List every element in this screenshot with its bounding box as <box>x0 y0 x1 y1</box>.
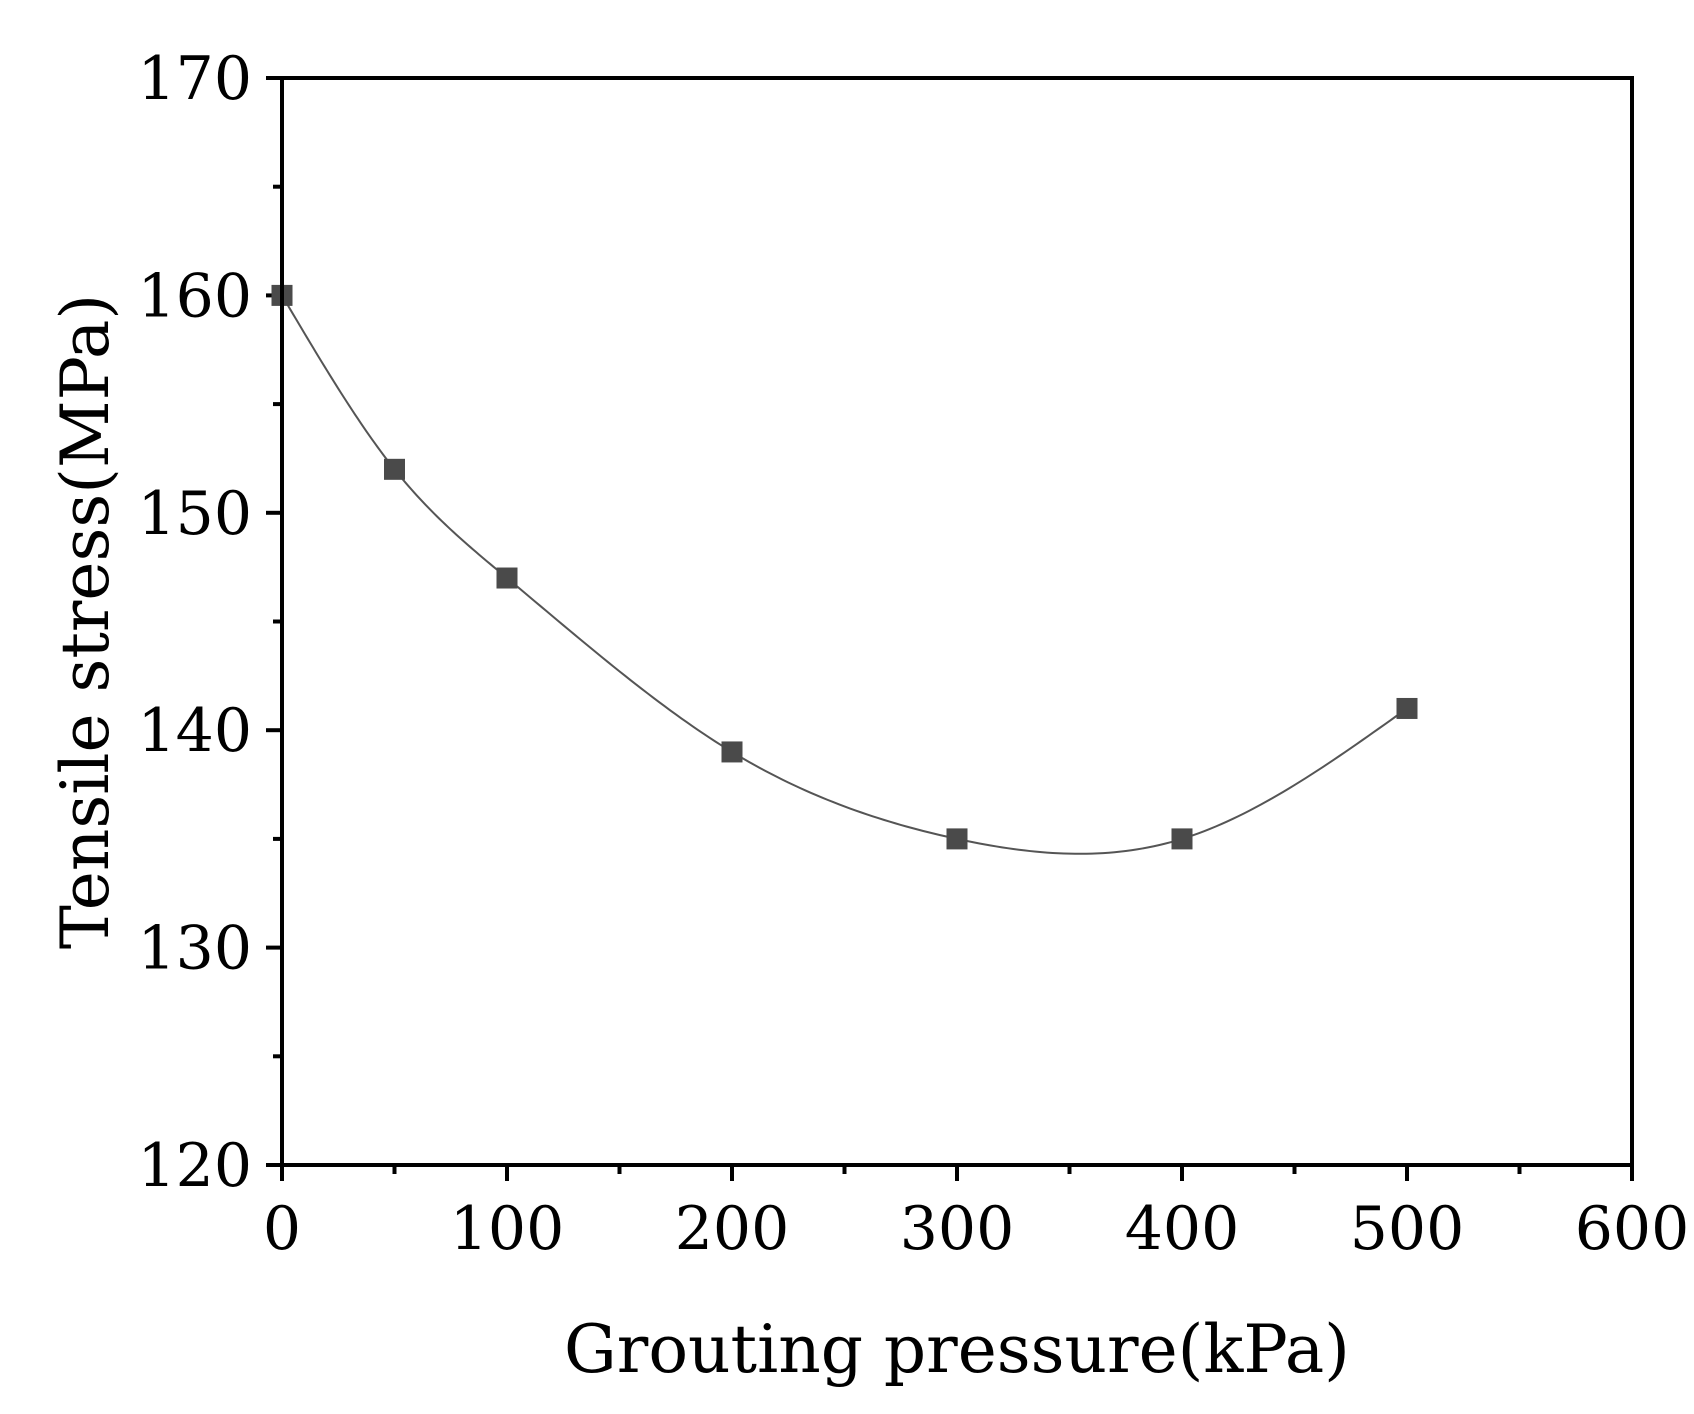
data-markers <box>271 284 1418 850</box>
data-point-marker <box>384 458 405 480</box>
y-tick-label: 170 <box>137 44 252 114</box>
y-tick-labels: 120 130 140 150 160 170 <box>137 44 252 1201</box>
y-tick-label: 140 <box>137 696 252 766</box>
y-tick-label: 130 <box>137 914 252 984</box>
data-point-marker <box>1396 697 1418 719</box>
x-axis-title: Grouting pressure(kPa) <box>564 1311 1350 1388</box>
x-tick-label: 400 <box>1125 1194 1240 1264</box>
y-axis-title: Tensile stress(MPa) <box>47 294 124 949</box>
x-tick-label: 200 <box>675 1194 790 1264</box>
data-point-marker <box>496 567 518 589</box>
fit-curve <box>281 294 1408 855</box>
y-tick-label: 160 <box>137 261 252 331</box>
x-tick-label: 0 <box>263 1194 301 1264</box>
data-point-marker <box>721 741 743 763</box>
data-point-marker <box>946 828 968 850</box>
y-tick-label: 150 <box>137 479 252 549</box>
x-tick-label: 600 <box>1575 1194 1690 1264</box>
data-point-marker <box>1171 828 1193 850</box>
x-tick-label: 300 <box>900 1194 1015 1264</box>
minor-ticks <box>273 184 1522 1174</box>
y-tick-label: 120 <box>137 1131 252 1201</box>
x-tick-label: 100 <box>450 1194 565 1264</box>
major-ticks <box>266 76 1634 1181</box>
x-tick-labels: 0 100 200 300 400 500 600 <box>263 1194 1689 1264</box>
x-tick-label: 500 <box>1350 1194 1465 1264</box>
plot-frame <box>280 76 1634 1167</box>
